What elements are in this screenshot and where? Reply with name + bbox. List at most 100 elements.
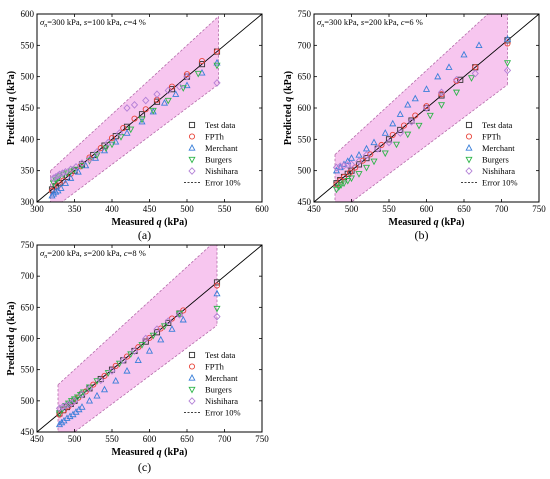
legend-label-test-data: Test data <box>205 120 236 130</box>
point-nishihara <box>58 403 67 411</box>
lower-error-line <box>73 325 218 432</box>
x-tick-label: 700 <box>495 204 509 214</box>
point-merchant <box>168 325 176 332</box>
point-nishihara <box>93 148 101 156</box>
legend-marker-merchant <box>188 144 196 151</box>
point-fpth <box>367 151 374 158</box>
point-nishihara <box>164 317 172 325</box>
y-tick-label: 450 <box>21 103 35 113</box>
point-fpth <box>135 344 142 351</box>
point-fpth <box>359 157 366 164</box>
point-nishihara <box>332 163 341 172</box>
point-nishihara <box>64 400 73 409</box>
series-nishihara <box>55 310 221 413</box>
panel-label: (a) <box>138 228 151 242</box>
point-merchant <box>460 50 468 58</box>
point-burgers <box>115 360 124 368</box>
legend-marker-nishihara <box>188 167 196 175</box>
point-test-data <box>397 126 404 133</box>
point-burgers <box>355 171 363 178</box>
legend-marker-nishihara <box>465 167 473 175</box>
point-merchant <box>112 137 120 145</box>
point-nishihara <box>347 160 356 169</box>
point-burgers <box>127 351 135 359</box>
point-fpth <box>346 169 354 176</box>
x-tick-label: 750 <box>532 204 546 214</box>
panel-label: (c) <box>138 460 151 474</box>
point-burgers <box>452 89 461 97</box>
point-fpth <box>168 83 176 90</box>
legend-marker-burgers <box>188 386 196 394</box>
point-burgers <box>78 163 86 170</box>
point-merchant <box>396 110 404 117</box>
point-burgers <box>404 131 412 139</box>
point-merchant <box>61 179 70 186</box>
point-fpth <box>213 48 221 55</box>
legend-label-fpth: FPTh <box>482 132 502 142</box>
point-nishihara <box>108 367 116 375</box>
x-tick-label: 400 <box>105 204 119 214</box>
point-nishihara <box>54 171 62 180</box>
point-nishihara <box>340 161 348 170</box>
x-axis-label: Measured q (kPa) <box>112 447 188 458</box>
y-axis-label: Predicted q (kPa) <box>6 71 17 145</box>
y-tick-label: 450 <box>21 427 35 437</box>
point-merchant <box>49 189 58 197</box>
point-burgers <box>213 62 221 70</box>
point-nishihara <box>61 168 70 176</box>
point-nishihara <box>55 404 64 413</box>
point-burgers <box>138 116 146 124</box>
point-fpth <box>86 154 93 161</box>
point-burgers <box>179 85 187 92</box>
point-nishihara <box>503 66 512 75</box>
point-merchant <box>157 335 165 343</box>
point-burgers <box>93 152 101 159</box>
point-test-data <box>153 98 161 105</box>
point-nishihara <box>78 159 86 168</box>
point-test-data <box>355 161 363 168</box>
legend-marker-merchant <box>188 374 196 381</box>
point-nishihara <box>97 376 105 385</box>
x-tick-label: 550 <box>218 204 232 214</box>
point-fpth <box>112 362 119 369</box>
y-tick-label: 300 <box>21 197 35 207</box>
x-tick-label: 450 <box>143 204 157 214</box>
point-nishihara <box>471 69 479 78</box>
point-nishihara <box>164 86 172 95</box>
point-fpth <box>423 103 430 110</box>
point-nishihara <box>67 165 75 174</box>
point-nishihara <box>72 163 80 171</box>
point-merchant <box>57 184 65 191</box>
upper-error-line <box>50 16 219 172</box>
y-tick-label: 500 <box>21 396 35 406</box>
point-fpth <box>378 141 385 149</box>
error-band <box>57 245 218 432</box>
x-tick-label: 550 <box>105 434 119 444</box>
lower-error-line <box>350 84 508 202</box>
y-tick-label: 350 <box>21 166 35 176</box>
point-merchant <box>66 412 74 420</box>
y-tick-label: 550 <box>21 365 35 375</box>
point-burgers <box>332 186 341 194</box>
test-condition: σn=300 kPa, s=200 kPa, c=6 % <box>317 17 423 29</box>
point-nishihara <box>437 88 446 97</box>
point-burgers <box>381 150 389 158</box>
point-merchant <box>63 414 71 421</box>
y-tick-label: 700 <box>21 271 35 281</box>
point-fpth <box>120 125 127 132</box>
point-merchant <box>93 391 101 399</box>
x-axis-label: Measured q (kPa) <box>112 217 188 228</box>
point-burgers <box>149 107 157 115</box>
point-nishihara <box>70 396 79 405</box>
x-tick-label: 600 <box>255 204 269 214</box>
point-merchant <box>183 81 191 89</box>
point-fpth <box>412 112 419 119</box>
point-nishihara <box>85 384 94 393</box>
point-burgers <box>160 323 169 330</box>
point-burgers <box>108 141 116 149</box>
point-nishihara <box>422 104 431 112</box>
point-burgers <box>79 389 88 397</box>
legend-marker-burgers <box>465 156 473 164</box>
